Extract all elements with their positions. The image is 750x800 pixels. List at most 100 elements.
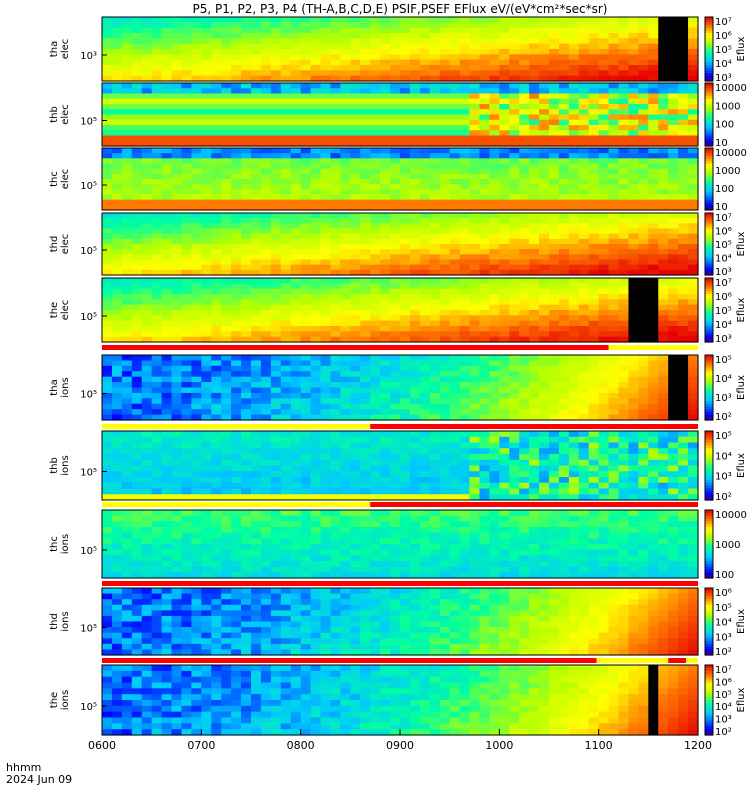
- spectrogram-cell: [310, 75, 322, 82]
- spectrogram-cell: [161, 65, 173, 71]
- spectrogram-cell: [300, 158, 312, 165]
- spectrogram-cell: [211, 27, 222, 34]
- spectrogram-cell: [449, 59, 461, 66]
- spectrogram-cell: [409, 93, 421, 100]
- spectrogram-cell: [459, 471, 471, 478]
- spectrogram-cell: [260, 43, 272, 50]
- spectrogram-cell: [102, 371, 113, 378]
- spectrogram-cell: [131, 326, 143, 332]
- spectrogram-cell: [400, 310, 411, 316]
- spectrogram-cell: [231, 168, 242, 175]
- spectrogram-cell: [310, 83, 322, 89]
- spectrogram-cell: [529, 336, 540, 343]
- spectrogram-cell: [499, 38, 510, 45]
- spectrogram-cell: [300, 264, 312, 271]
- spectrogram-cell: [340, 213, 351, 219]
- spectrogram-cell: [568, 125, 580, 131]
- colorbar-tick-label: 100: [715, 120, 734, 131]
- spectrogram-cell: [489, 336, 500, 343]
- spectrogram-cell: [608, 65, 620, 71]
- spectrogram-cell: [549, 264, 560, 271]
- spectrogram-cell: [360, 179, 371, 185]
- spectrogram-cell: [141, 442, 153, 449]
- spectrogram-cell: [330, 218, 341, 224]
- spectrogram-cell: [260, 93, 272, 100]
- spectrogram-cell: [409, 184, 421, 190]
- spectrogram-cell: [260, 442, 272, 449]
- spectrogram-cell: [409, 310, 421, 316]
- spectrogram-cell: [400, 223, 411, 230]
- spectrogram-cell: [111, 448, 123, 455]
- spectrogram-cell: [221, 294, 232, 300]
- spectrogram-cell: [310, 223, 322, 230]
- spectrogram-cell: [409, 22, 421, 29]
- spectrogram-cell: [141, 179, 153, 185]
- spectrogram-cell: [549, 204, 560, 211]
- spectrogram-cell: [241, 119, 252, 126]
- spectrogram-cell: [141, 269, 153, 276]
- spectrogram-cell: [549, 38, 560, 45]
- spectrogram-cell: [578, 254, 590, 261]
- spectrogram-cell: [231, 315, 242, 322]
- spectrogram-cell: [231, 184, 242, 190]
- spectrogram-cell: [280, 49, 292, 55]
- spectrogram-cell: [628, 249, 639, 255]
- spectrogram-cell: [340, 488, 351, 495]
- spectrogram-cell: [409, 376, 421, 383]
- spectrogram-cell: [171, 269, 183, 276]
- spectrogram-cell: [390, 320, 401, 327]
- spectrogram-cell: [350, 33, 361, 39]
- spectrogram-cell: [469, 331, 481, 338]
- spectrogram-cell: [519, 153, 530, 159]
- spectrogram-cell: [598, 249, 610, 255]
- spectrogram-cell: [191, 148, 202, 154]
- spectrogram-cell: [499, 54, 510, 61]
- spectrogram-cell: [171, 431, 183, 438]
- spectrogram-cell: [479, 409, 490, 416]
- spectrogram-cell: [519, 148, 530, 154]
- spectrogram-cell: [380, 283, 391, 290]
- spectrogram-cell: [350, 70, 361, 77]
- spectrogram-cell: [270, 360, 282, 367]
- spectrogram-cell: [549, 244, 560, 250]
- spectrogram-cell: [111, 360, 123, 367]
- spectrogram-cell: [529, 376, 540, 383]
- spectrogram-cell: [370, 27, 381, 34]
- spectrogram-cell: [688, 382, 699, 389]
- spectrogram-cell: [191, 371, 202, 378]
- spectrogram-cell: [390, 244, 401, 250]
- spectrogram-cell: [668, 173, 679, 180]
- spectrogram-cell: [340, 228, 351, 235]
- spectrogram-cell: [270, 130, 282, 137]
- spectrogram-cell: [111, 184, 123, 190]
- spectrogram-cell: [330, 93, 341, 100]
- spectrogram-cell: [290, 158, 302, 165]
- spectrogram-cell: [102, 376, 113, 383]
- spectrogram-cell: [151, 213, 163, 219]
- spectrogram-cell: [380, 22, 391, 29]
- spectrogram-cell: [499, 173, 510, 180]
- spectrogram-cell: [429, 387, 441, 394]
- spectrogram-cell: [439, 315, 451, 322]
- spectrogram-cell: [330, 59, 341, 66]
- spectrogram-cell: [638, 299, 649, 306]
- spectrogram-cell: [270, 326, 282, 332]
- spectrogram-cell: [598, 140, 610, 147]
- spectrogram-cell: [618, 244, 630, 250]
- spectrogram-cell: [102, 109, 113, 116]
- spectrogram-cell: [429, 488, 441, 495]
- spectrogram-cell: [539, 409, 550, 416]
- spectrogram-cell: [419, 238, 431, 245]
- spectrogram-cell: [141, 70, 153, 77]
- spectrogram-cell: [459, 355, 471, 362]
- spectrogram-cell: [231, 448, 242, 455]
- spectrogram-cell: [141, 238, 153, 245]
- spectrogram-cell: [479, 204, 490, 211]
- spectrogram-cell: [102, 199, 113, 206]
- spectrogram-cell: [598, 189, 610, 196]
- spectrogram-cell: [320, 168, 332, 175]
- spectrogram-cell: [131, 228, 143, 235]
- spectrogram-cell: [568, 218, 580, 224]
- spectrogram-cell: [191, 109, 202, 116]
- colorbar-step: [705, 17, 713, 21]
